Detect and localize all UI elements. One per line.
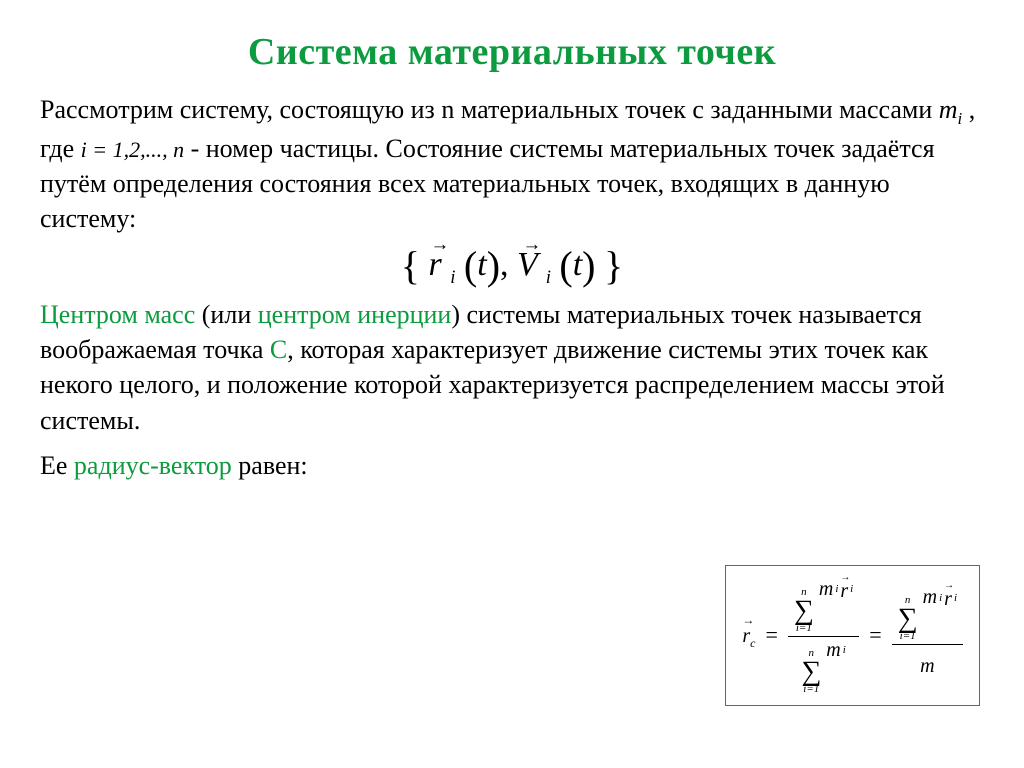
term-mi-ri-1: mi→ri (819, 576, 853, 603)
sum-numerator-2: n ∑ i=1 (898, 595, 918, 642)
r-subscript: i (450, 267, 455, 288)
p1-text-1: Рассмотрим систему, состоящую из n матер… (40, 95, 932, 124)
arg-t-1: t (477, 246, 486, 283)
mass-symbol: mi (939, 95, 969, 124)
sum-numerator-1: n ∑ i=1 (794, 587, 814, 634)
index-range: i = 1,2,..., n (81, 137, 184, 162)
paren-close-2: ) (582, 243, 595, 288)
equals-2: = (865, 622, 885, 648)
term-radius-vector: радиус-вектор (74, 451, 232, 480)
paren-open-2: ( (559, 243, 572, 288)
v-subscript: i (546, 267, 551, 288)
term-center-of-inertia: центром инерции (258, 300, 452, 329)
p3-t2: равен: (232, 451, 308, 480)
paragraph-1: Рассмотрим систему, состоящую из n матер… (40, 92, 984, 236)
term-center-of-mass: Центром масс (40, 300, 195, 329)
total-mass-m: m (920, 647, 934, 686)
paragraph-3: Ее радиус-вектор равен: (40, 448, 984, 483)
term-mi-ri-2: mi→ri (923, 584, 957, 611)
paragraph-2: Центром масс (или центром инерции) систе… (40, 297, 984, 437)
p3-t1: Ее (40, 451, 74, 480)
p2-t1: (или (195, 300, 257, 329)
slide-title: Система материальных точек (40, 30, 984, 74)
v-vector: → V (517, 246, 546, 283)
state-set-equation: { → r i (t), → V i (t) } (40, 242, 984, 289)
rc-lhs: → rc (742, 619, 755, 651)
equals-1: = (761, 622, 781, 648)
paren-close-1: ) (487, 243, 500, 288)
fraction-1: n ∑ i=1 mi→ri n ∑ i=1 mi (788, 576, 859, 695)
r-vector: → r (428, 246, 450, 283)
sum-denominator: n ∑ i=1 (801, 648, 821, 695)
radius-vector-formula-box: → rc = n ∑ i=1 mi→ri n ∑ i=1 (725, 565, 980, 706)
term-mi-den: mi (826, 639, 846, 662)
paren-open-1: ( (464, 243, 477, 288)
open-brace: { (401, 243, 420, 288)
point-c: С (270, 335, 287, 364)
close-brace: } (604, 243, 623, 288)
comma: , (500, 246, 509, 283)
fraction-2: n ∑ i=1 mi→ri m (892, 584, 963, 686)
arg-t-2: t (573, 246, 582, 283)
